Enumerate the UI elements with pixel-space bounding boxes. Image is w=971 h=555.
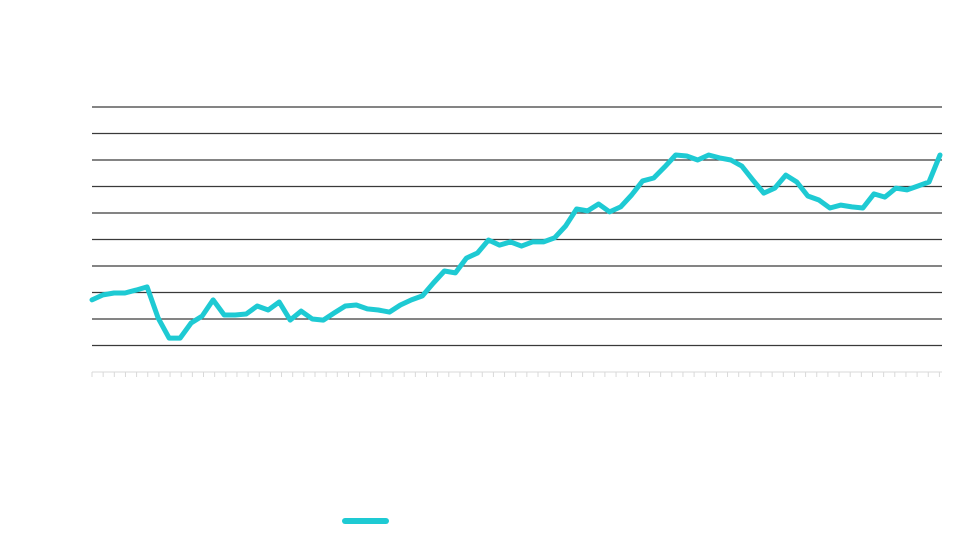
series-line (89, 152, 943, 341)
